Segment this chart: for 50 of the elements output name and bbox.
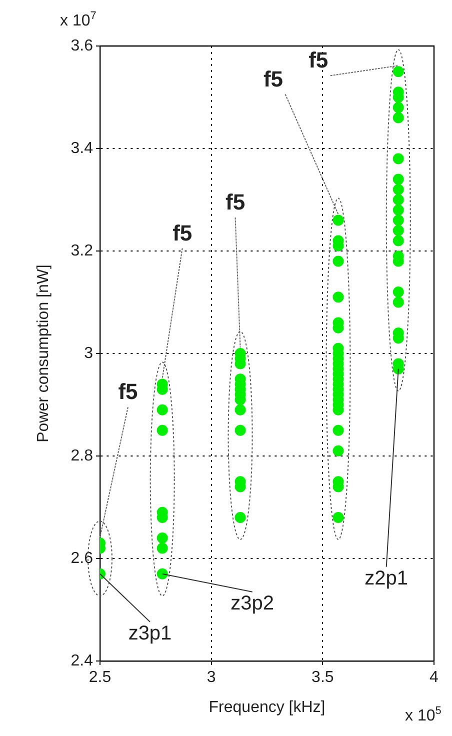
point bbox=[392, 102, 404, 113]
point bbox=[392, 174, 404, 185]
y-tick-label: 2.6 bbox=[70, 550, 94, 567]
text: x 10$^{7}$ bbox=[60, 10, 96, 30]
y-tick-label: 3.6 bbox=[70, 37, 94, 54]
y-axis-title: Power consumption [nW] bbox=[35, 264, 52, 442]
point bbox=[392, 112, 404, 124]
annotation: f5 bbox=[118, 379, 138, 404]
point bbox=[332, 256, 344, 267]
point bbox=[392, 204, 404, 216]
point bbox=[392, 235, 404, 246]
x-tick-label: 4 bbox=[430, 669, 439, 686]
point bbox=[392, 296, 404, 308]
point bbox=[156, 542, 168, 554]
annotation: f5 bbox=[226, 190, 246, 215]
point bbox=[392, 286, 404, 298]
annotation: z3p1 bbox=[128, 622, 172, 644]
x-tick-label: 2.5 bbox=[88, 669, 112, 686]
point bbox=[156, 568, 168, 580]
x-tick-label: 3.5 bbox=[312, 669, 334, 686]
point bbox=[332, 214, 344, 226]
text: x 10$^{5}$ bbox=[405, 705, 442, 726]
point bbox=[392, 66, 404, 78]
point bbox=[332, 445, 344, 456]
y-tick-label: 3.4 bbox=[70, 140, 94, 157]
x-tick-label: 3 bbox=[206, 669, 216, 686]
point bbox=[234, 404, 246, 416]
point bbox=[332, 292, 344, 303]
y-tick-label: 3 bbox=[84, 344, 94, 362]
y-tick-label: 3.2 bbox=[70, 242, 94, 260]
point bbox=[392, 153, 404, 164]
annotation: f5 bbox=[263, 66, 284, 92]
annotation: f5 bbox=[308, 48, 328, 73]
annotation: z2p1 bbox=[364, 567, 408, 590]
point bbox=[332, 424, 344, 436]
point bbox=[392, 225, 404, 236]
x-axis-title: Frequency [kHz] bbox=[208, 698, 326, 716]
point bbox=[392, 194, 404, 206]
point bbox=[234, 424, 246, 436]
point bbox=[332, 512, 344, 523]
annotation: z3p2 bbox=[230, 592, 274, 614]
point bbox=[392, 184, 404, 195]
point bbox=[392, 214, 404, 226]
y-tick-label: 2.8 bbox=[70, 447, 94, 464]
y-tick-label: 2.4 bbox=[70, 652, 94, 670]
annotation: f5 bbox=[172, 220, 192, 246]
point bbox=[234, 512, 246, 523]
point bbox=[156, 424, 168, 436]
point bbox=[156, 532, 168, 544]
point bbox=[156, 404, 168, 416]
